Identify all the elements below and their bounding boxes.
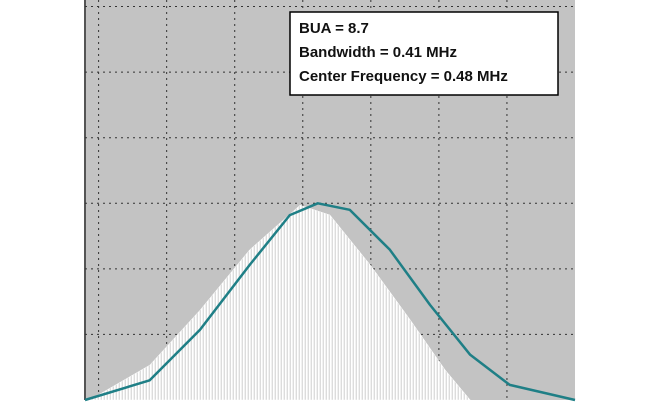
annotation: BUA = 8.7 bbox=[299, 20, 369, 37]
annotation: Center Frequency = 0.48 MHz bbox=[299, 68, 508, 85]
spectrum-curve bbox=[84, 202, 576, 402]
info-box bbox=[289, 11, 559, 96]
spectrum-area bbox=[84, 204, 471, 401]
annotation: Bandwidth = 0.41 MHz bbox=[299, 44, 457, 61]
